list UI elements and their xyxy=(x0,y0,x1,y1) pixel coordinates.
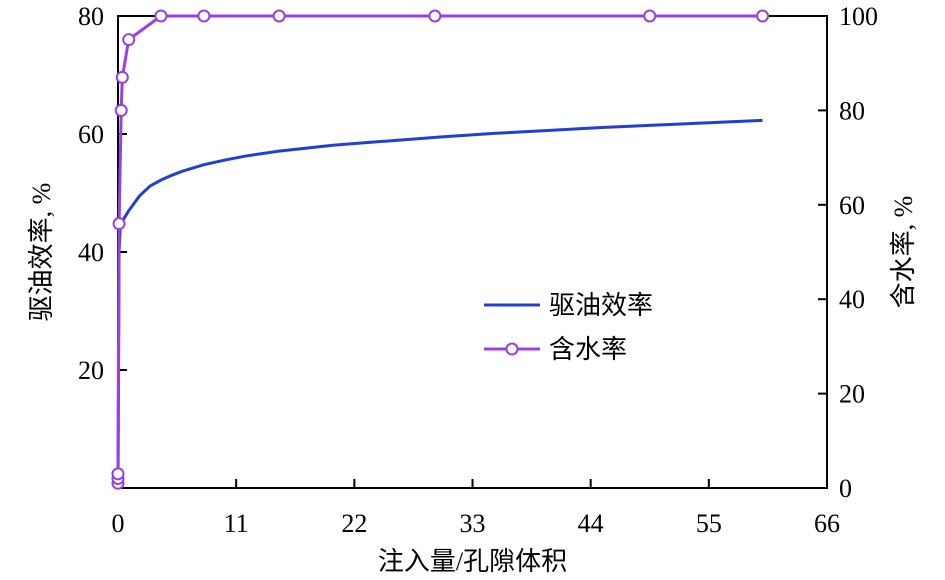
legend: 驱油效率 含水率 xyxy=(484,291,653,364)
right-y-axis-title: 含水率, % xyxy=(889,196,918,309)
right-y-tick-label: 0 xyxy=(839,474,852,503)
data-point-water-cut xyxy=(197,9,211,23)
x-tick-label: 0 xyxy=(112,509,125,538)
data-point-water-cut xyxy=(122,33,136,47)
right-y-tick-label: 60 xyxy=(839,191,865,220)
data-point-water-cut xyxy=(154,9,168,23)
left-y-tick-label: 80 xyxy=(78,2,104,31)
x-tick-label: 66 xyxy=(814,509,840,538)
legend-label-oil-efficiency: 驱油效率 xyxy=(549,291,653,320)
data-point-water-cut xyxy=(115,70,129,84)
left-y-tick-label: 20 xyxy=(78,356,104,385)
plot-frame xyxy=(117,15,828,489)
left-y-tick-label: 40 xyxy=(78,238,104,267)
x-tick-label: 55 xyxy=(696,509,722,538)
data-point-water-cut xyxy=(643,9,657,23)
left-y-axis-title: 驱油效率, % xyxy=(27,183,56,322)
x-tick-label: 44 xyxy=(578,509,604,538)
data-point-water-cut xyxy=(114,103,128,117)
x-axis-title: 注入量/孔隙体积 xyxy=(378,547,567,576)
data-point-water-cut xyxy=(111,467,125,481)
right-y-tick-label: 100 xyxy=(839,2,878,31)
legend-label-water-cut: 含水率 xyxy=(549,335,627,364)
series-line-oil-efficiency xyxy=(116,118,763,489)
x-tick-label: 33 xyxy=(460,509,486,538)
axes-layer: 0 11 22 33 44 55 66 20 40 60 80 0 20 40 60 80 100 xyxy=(78,2,878,538)
legend-marker-water-cut xyxy=(505,342,519,356)
right-y-tick-label: 80 xyxy=(839,96,865,125)
x-tick-label: 11 xyxy=(224,509,249,538)
data-point-water-cut xyxy=(756,9,770,23)
x-tick-label: 22 xyxy=(341,509,367,538)
data-point-water-cut xyxy=(112,217,126,231)
data-point-water-cut xyxy=(272,9,286,23)
right-y-tick-label: 20 xyxy=(839,380,865,409)
left-y-tick-label: 60 xyxy=(78,120,104,149)
data-point-water-cut xyxy=(428,9,442,23)
series-line-water-cut xyxy=(116,14,763,484)
series-layer xyxy=(111,9,770,490)
right-y-tick-label: 40 xyxy=(839,285,865,314)
